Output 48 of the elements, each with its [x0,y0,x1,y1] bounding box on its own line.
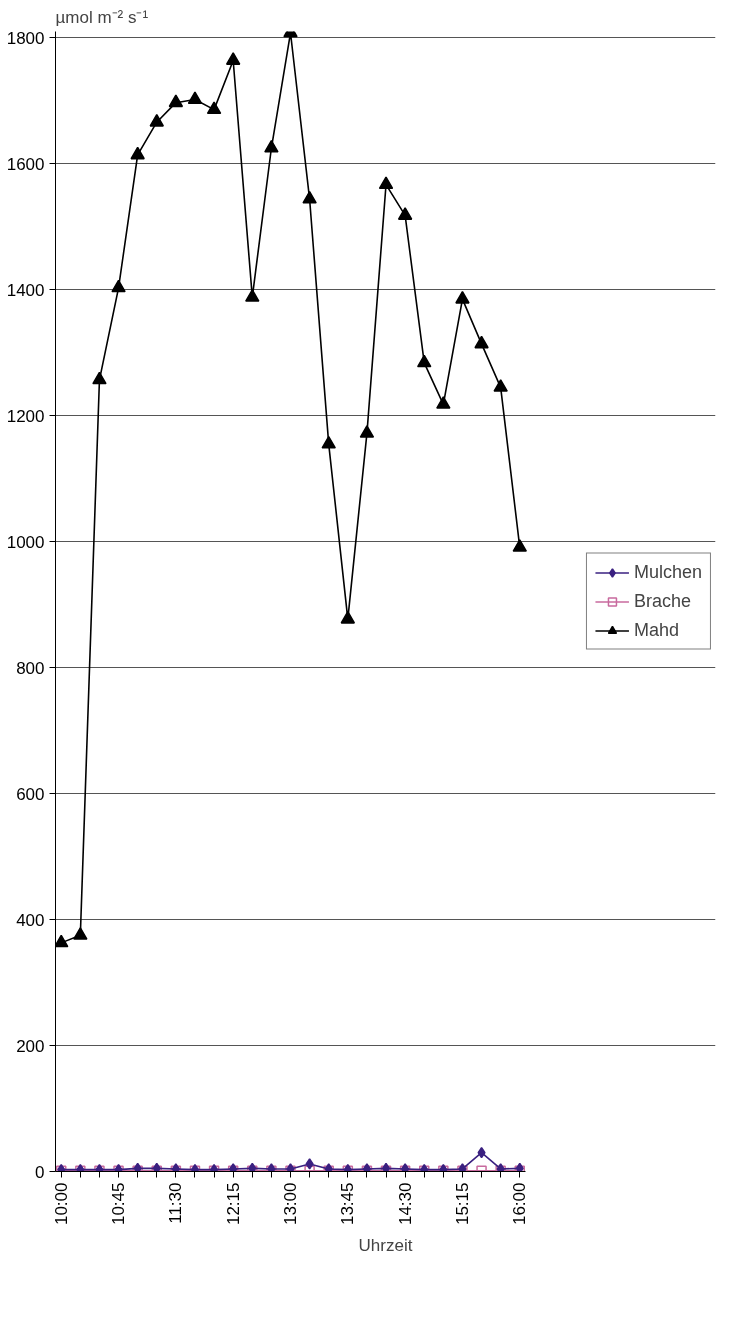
point [378,176,394,190]
x-tick-label: 12:15 [223,1182,243,1226]
x-tick-label: 10:00 [51,1182,71,1226]
point [397,207,413,220]
point [168,94,184,108]
point [340,610,356,624]
y-tick-label: 1800 [6,28,45,48]
y-tick-label: 800 [16,658,45,678]
point [206,101,222,115]
y-tick-label: 1000 [6,532,45,552]
y-tick-label: 600 [16,784,45,804]
point [149,113,165,127]
point [187,91,203,105]
x-tick-label: 15:15 [452,1182,472,1226]
x-tick-label: 14:30 [395,1182,415,1226]
point [512,539,528,552]
legend-label: Mulchen [633,561,702,583]
y-tick-label: 1400 [6,280,45,300]
point [321,435,336,449]
y-tick-label: 0 [35,1162,45,1182]
y-tick-label: 200 [16,1036,45,1056]
y-tick-label: 1200 [6,406,45,426]
point [474,335,489,349]
point [302,190,317,204]
x-tick-label: 16:00 [510,1182,530,1226]
y-tick-label: 1600 [6,154,45,174]
legend-label: Brache [633,590,691,612]
point [264,139,279,153]
x-tick-label: 10:45 [109,1182,129,1226]
point [359,425,375,438]
point [130,146,145,160]
point [455,290,470,304]
x-tick-label: 11:30 [166,1182,186,1224]
point [73,927,88,940]
x-axis-title: Uhrzeit [358,1235,413,1255]
y-tick-label: 400 [16,910,45,930]
legend-label: Mahd [633,619,679,641]
x-tick-label: 13:45 [338,1182,358,1226]
point [92,371,107,385]
point [111,279,126,293]
x-tick-label: 13:00 [281,1182,300,1226]
y-axis-title: µmol m⁻² s⁻¹ [55,7,149,27]
point [436,396,451,409]
point [55,934,69,948]
point [493,379,508,392]
point [245,289,260,302]
point [416,354,432,368]
point [225,52,241,65]
